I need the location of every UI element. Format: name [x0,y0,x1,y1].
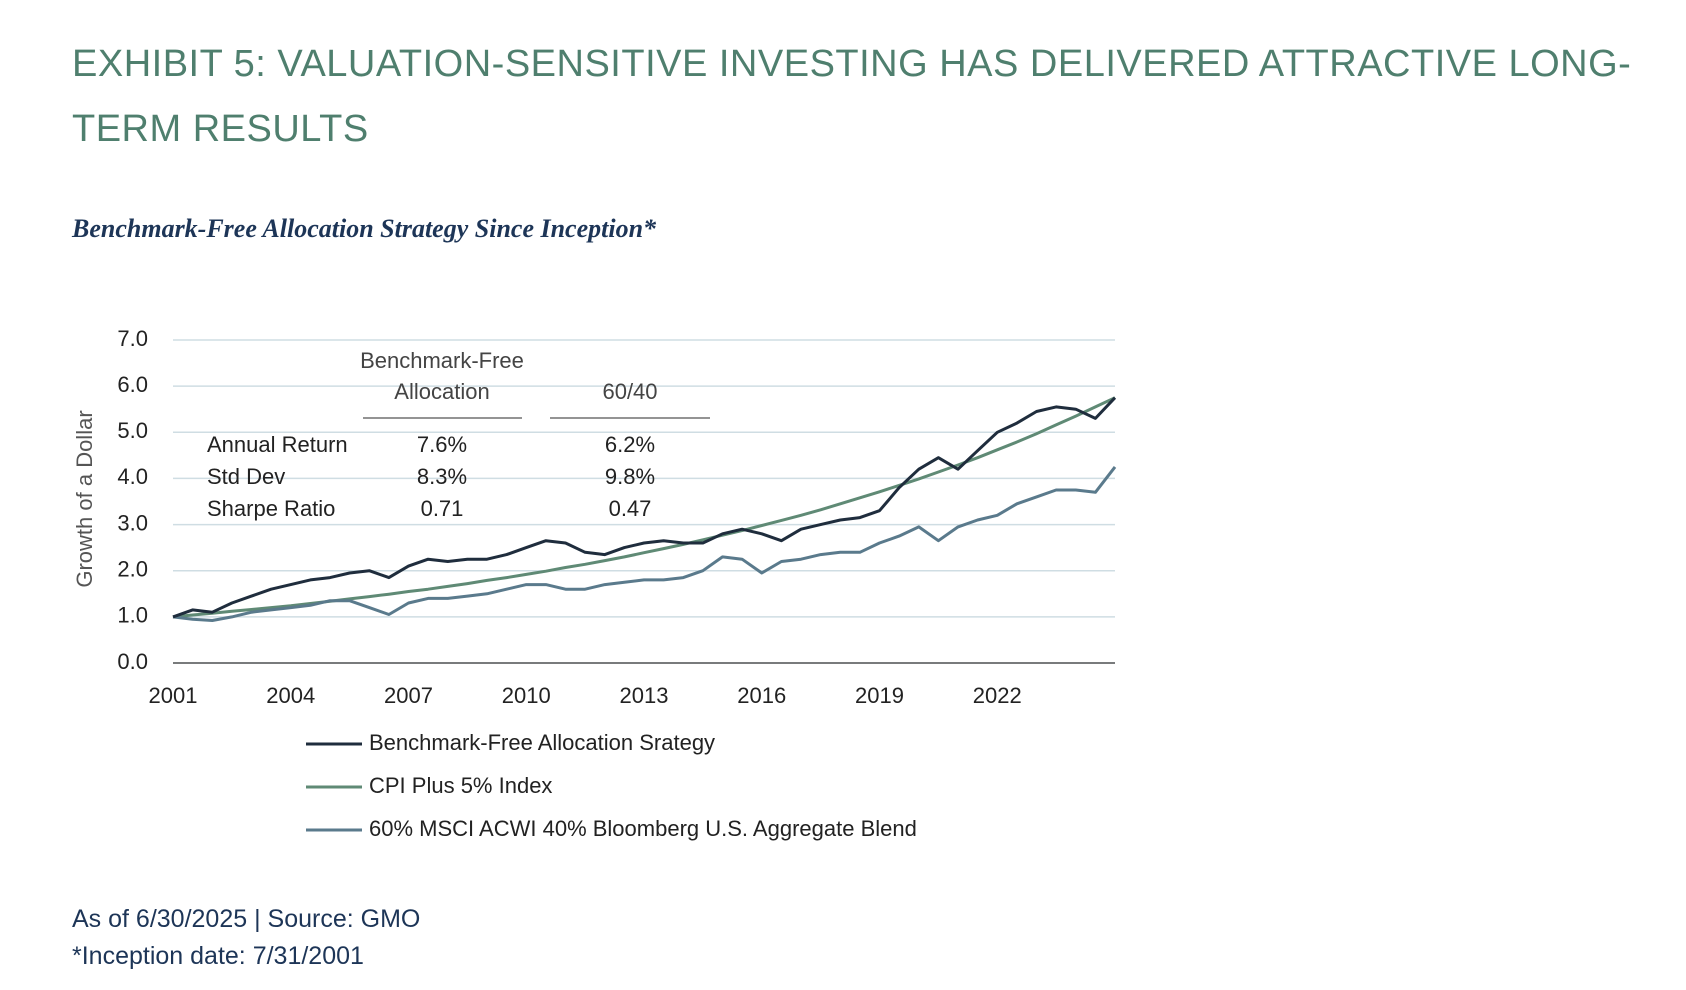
y-tick-label: 4.0 [117,464,148,489]
table-header: Benchmark-Free [360,348,524,373]
x-tick-label: 2013 [620,683,669,708]
table-cell: 6.2% [605,432,655,457]
y-tick-label: 6.0 [117,372,148,397]
x-tick-label: 2022 [973,683,1022,708]
chart-title: Benchmark-Free Allocation Strategy Since… [72,214,657,243]
footnote: As of 6/30/2025 | Source: GMO [72,905,421,933]
x-tick-label: 2010 [502,683,551,708]
x-tick-label: 2001 [149,683,198,708]
y-tick-label: 7.0 [117,326,148,351]
page-title: EXHIBIT 5: VALUATION-SENSITIVE INVESTING… [72,43,1632,150]
table-cell: 0.47 [609,496,652,521]
series-line [172,465,1117,622]
table-cell: 9.8% [605,464,655,489]
table-row-label: Sharpe Ratio [207,496,335,521]
x-tick-label: 2007 [384,683,433,708]
y-tick-label: 2.0 [117,557,148,582]
y-tick-label: 1.0 [117,603,148,628]
table-row-label: Std Dev [207,464,285,489]
legend-label: CPI Plus 5% Index [369,773,552,798]
x-tick-label: 2016 [737,683,786,708]
series-line [172,396,1117,619]
legend-label: 60% MSCI ACWI 40% Bloomberg U.S. Aggrega… [369,816,917,841]
table-cell: 0.71 [421,496,464,521]
table-row-label: Annual Return [207,432,348,457]
table-header: 60/40 [602,379,657,404]
footnote: *Inception date: 7/31/2001 [72,942,364,970]
table-cell: 8.3% [417,464,467,489]
x-tick-label: 2004 [266,683,315,708]
table-header: Allocation [394,379,489,404]
y-tick-label: 3.0 [117,510,148,535]
y-axis-label: Growth of a Dollar [72,410,97,587]
chart: 0.0 1.0 2.0 3.0 4.0 5.0 6.0 7.0 2001 2004 2007 2010… [72,326,1117,841]
legend-label: Benchmark-Free Allocation Srategy [369,730,715,755]
x-tick-label: 2019 [855,683,904,708]
y-tick-label: 5.0 [117,418,148,443]
y-tick-label: 0.0 [117,649,148,674]
table-cell: 7.6% [417,432,467,457]
